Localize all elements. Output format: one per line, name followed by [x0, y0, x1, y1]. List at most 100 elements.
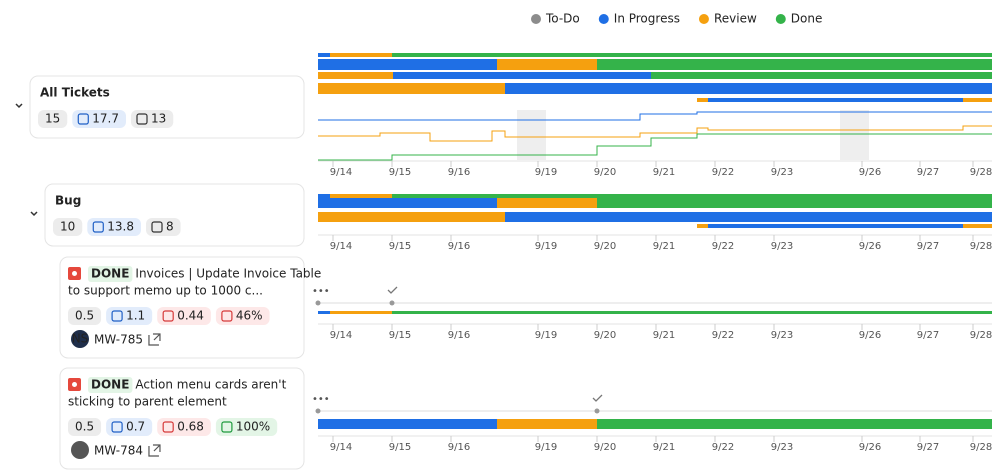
- axis-date: 9/26: [859, 330, 881, 341]
- count-badge: 10: [60, 220, 75, 234]
- ticket-key[interactable]: MW-785: [94, 333, 143, 347]
- assignee-avatar: [71, 330, 89, 348]
- status-segment: [697, 98, 708, 102]
- points-badge-bg: [68, 307, 102, 325]
- status-segment: [505, 212, 992, 222]
- estimate-badge: 0.7: [126, 420, 145, 434]
- status-segment: [597, 59, 992, 70]
- ticket-title: Action menu cards aren't: [135, 378, 286, 392]
- axis-date: 9/23: [771, 442, 793, 453]
- weekend-shade: [840, 110, 869, 160]
- axis-date: 9/22: [712, 241, 734, 252]
- axis-date: 9/20: [594, 330, 616, 341]
- axis-date: 9/27: [917, 442, 939, 453]
- ticket-title: to support memo up to 1000 c...: [68, 284, 263, 298]
- ticket-badge-icon: [151, 221, 163, 233]
- ratio-badge: 0.44: [177, 309, 204, 323]
- external-link[interactable]: [148, 333, 161, 346]
- axis-date: 9/19: [535, 241, 557, 252]
- legend-dot: [598, 14, 609, 24]
- ticket-badge: 13: [151, 112, 166, 126]
- weekend-shade: [517, 110, 546, 160]
- status-segment: [330, 311, 392, 314]
- done-line: [318, 133, 992, 161]
- more-dots: •••: [312, 286, 330, 297]
- axis-date: 9/16: [448, 167, 470, 178]
- track-dot: [315, 408, 321, 414]
- count-badge-bg: [53, 218, 83, 236]
- status-badge-bg: [88, 266, 133, 282]
- percent-badge: 46%: [236, 309, 263, 323]
- legend-dot: [775, 14, 786, 24]
- axis-date: 9/21: [653, 330, 675, 341]
- axis-date: 9/27: [917, 167, 939, 178]
- axis-date: 9/23: [771, 241, 793, 252]
- axis-date: 9/14: [330, 241, 352, 252]
- axis-date: 9/20: [594, 241, 616, 252]
- points-badge: 0.5: [75, 309, 94, 323]
- estimate-badge-icon: [111, 310, 123, 322]
- group-title: All Tickets: [40, 86, 110, 100]
- axis-date: 9/15: [389, 330, 411, 341]
- assignee-avatar: [71, 441, 89, 459]
- axis-date: 9/23: [771, 167, 793, 178]
- axis-date: 9/23: [771, 330, 793, 341]
- expand-chevron[interactable]: [15, 103, 23, 109]
- bug-icon-dot: [72, 382, 77, 387]
- expand-chevron[interactable]: [30, 211, 38, 217]
- legend-dot: [698, 14, 709, 24]
- status-segment: [708, 98, 963, 102]
- ticket-title: sticking to parent element: [68, 395, 227, 409]
- status-segment: [392, 53, 992, 57]
- status-segment: [963, 224, 992, 228]
- axis-date: 9/14: [330, 167, 352, 178]
- status-segment: [393, 72, 651, 79]
- ticket-badge-bg: [146, 218, 181, 236]
- axis-date: 9/22: [712, 442, 734, 453]
- estimate-badge-icon: [77, 113, 89, 125]
- axis-date: 9/15: [389, 442, 411, 453]
- estimate-badge: 1.1: [126, 309, 145, 323]
- ticket-key[interactable]: MW-784: [94, 444, 143, 458]
- ratio-badge-icon: [162, 421, 174, 433]
- status-segment: [963, 98, 992, 102]
- status-badge: DONE: [91, 267, 129, 281]
- legend-label: In Progress: [614, 12, 680, 26]
- status-segment: [318, 59, 497, 70]
- estimate-badge: 17.7: [92, 112, 119, 126]
- status-segment: [392, 194, 992, 198]
- percent-badge: 100%: [236, 420, 270, 434]
- in-progress-line: [318, 111, 992, 121]
- status-segment: [318, 311, 330, 314]
- legend-label: Review: [714, 12, 757, 26]
- estimate-badge-icon: [92, 221, 104, 233]
- ratio-badge-icon: [162, 310, 174, 322]
- axis-date: 9/22: [712, 330, 734, 341]
- axis-date: 9/15: [389, 167, 411, 178]
- status-segment: [318, 419, 497, 429]
- axis-date: 9/15: [389, 241, 411, 252]
- axis-date: 9/21: [653, 241, 675, 252]
- group-card: [44, 183, 305, 247]
- axis-date: 9/26: [859, 167, 881, 178]
- estimate-badge: 13.8: [107, 220, 134, 234]
- external-link[interactable]: [148, 444, 161, 457]
- axis-date: 9/28: [970, 330, 992, 341]
- count-badge: 15: [45, 112, 60, 126]
- ticket-badge-icon: [136, 113, 148, 125]
- axis-date: 9/16: [448, 442, 470, 453]
- count-badge-bg: [38, 110, 68, 128]
- axis-date: 9/14: [330, 442, 352, 453]
- status-badge-bg: [88, 377, 133, 393]
- percent-badge-icon: [221, 421, 233, 433]
- ticket-badge: 8: [166, 220, 174, 234]
- estimate-badge-icon: [111, 421, 123, 433]
- axis-date: 9/28: [970, 442, 992, 453]
- status-segment: [708, 224, 963, 228]
- status-segment: [497, 59, 597, 70]
- status-segment: [597, 419, 992, 429]
- track-dot: [315, 300, 321, 306]
- group-title: Bug: [55, 194, 81, 208]
- status-segment: [597, 198, 992, 208]
- ratio-badge: 0.68: [177, 420, 204, 434]
